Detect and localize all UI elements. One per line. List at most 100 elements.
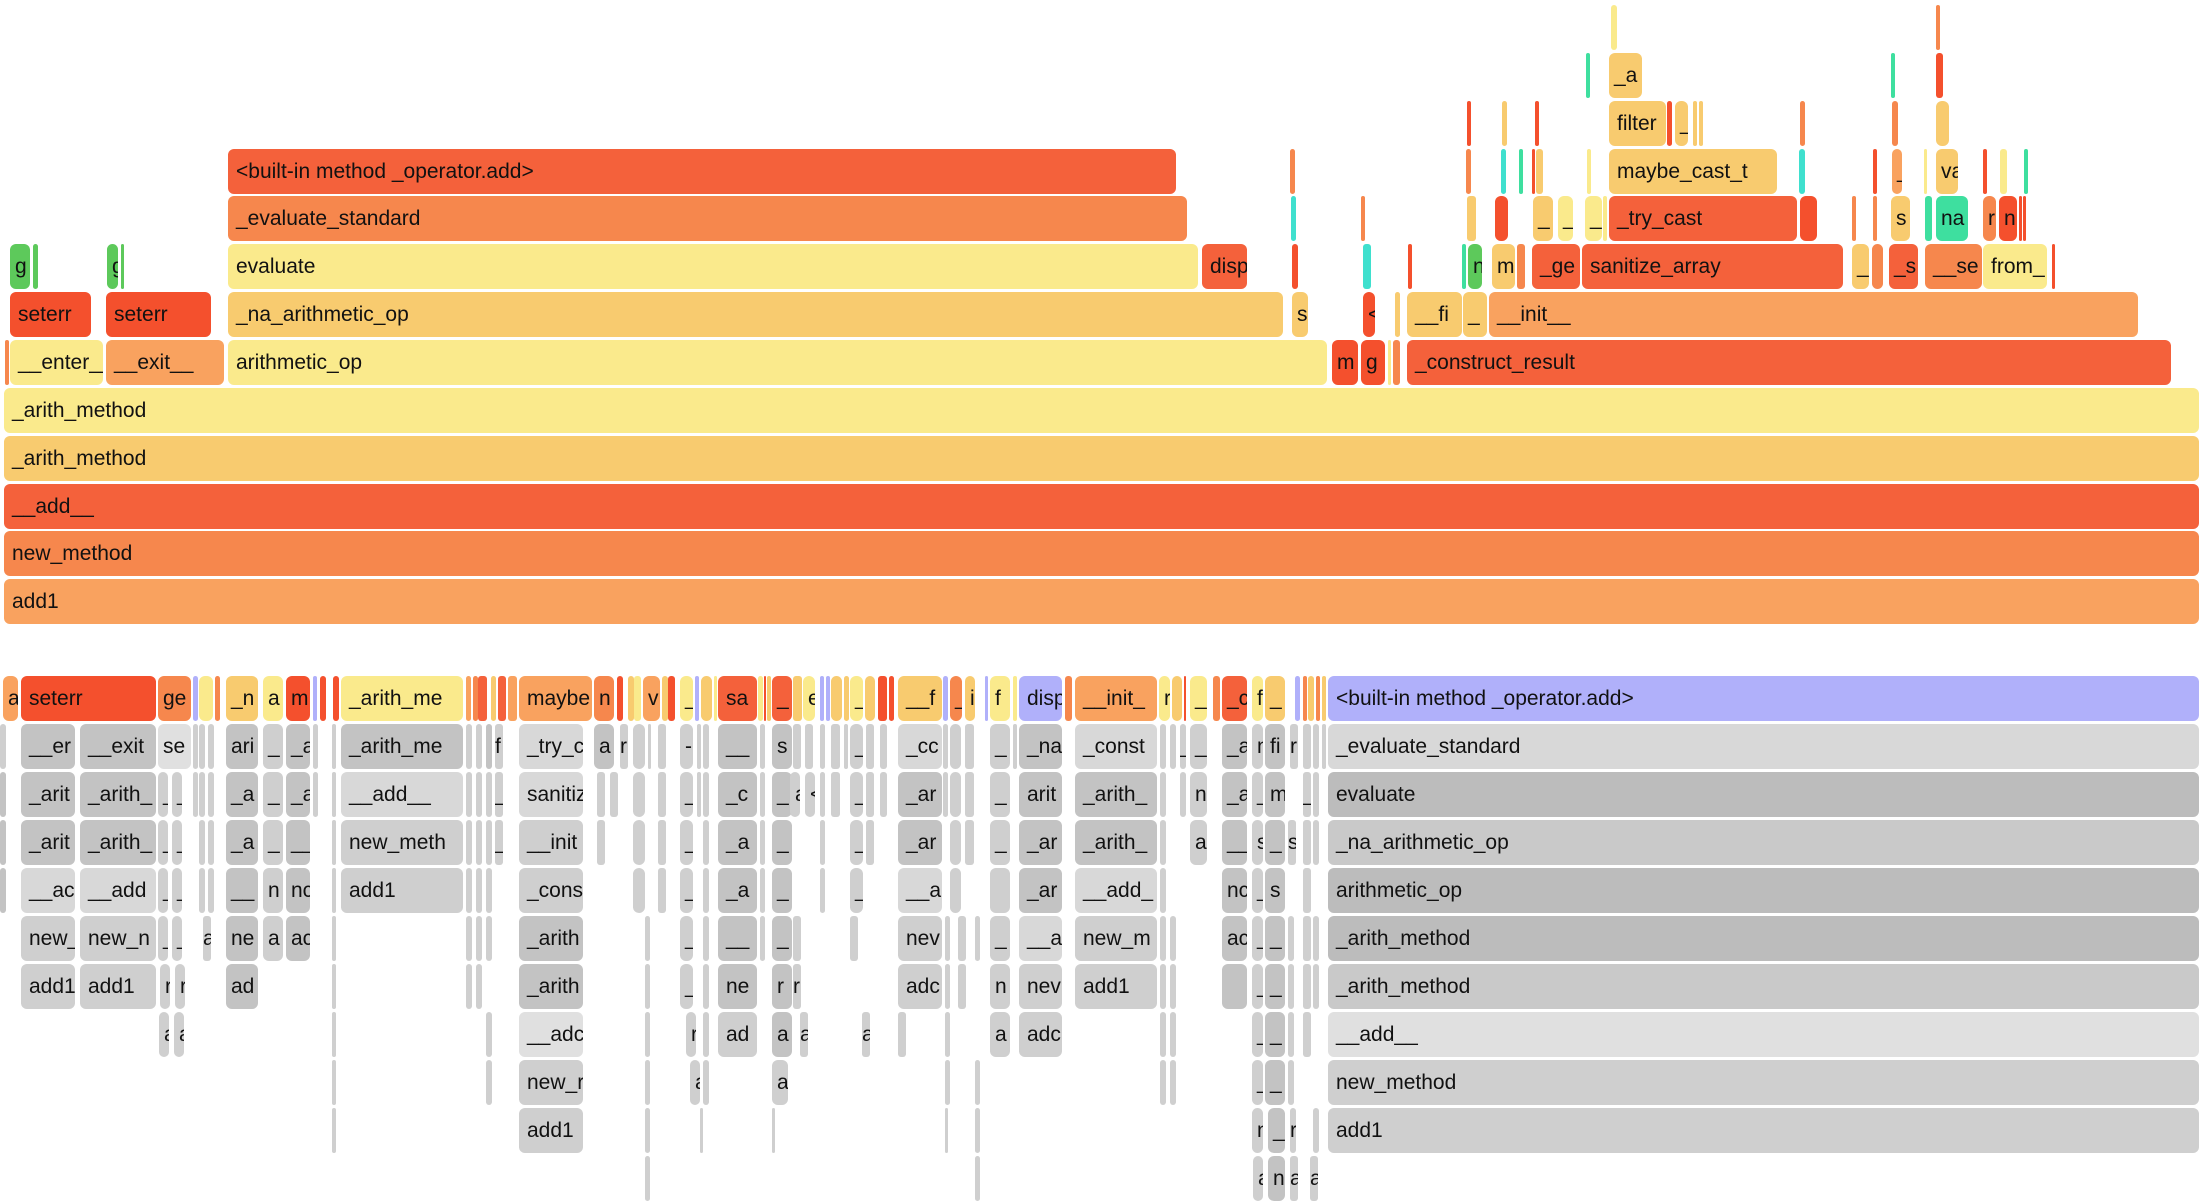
frame-sliver[interactable] <box>950 724 961 769</box>
frame-sliver[interactable] <box>1693 101 1697 146</box>
frame-sliver[interactable] <box>760 868 765 913</box>
frame-a[interactable]: __a <box>898 868 942 913</box>
frame-sliver[interactable]: _ <box>1558 196 1573 241</box>
frame-sliver[interactable] <box>476 772 482 817</box>
frame-sliver[interactable] <box>33 244 38 289</box>
frame-sliver[interactable] <box>1891 53 1895 98</box>
frame-sliver[interactable] <box>1699 101 1703 146</box>
frame-ne[interactable]: ne <box>226 916 258 961</box>
frame-nev[interactable]: nev <box>1019 964 1062 1009</box>
frame-sliver[interactable]: _ <box>850 676 863 721</box>
frame-add1[interactable]: add1 <box>519 1108 583 1153</box>
frame-e[interactable]: e <box>803 676 815 721</box>
frame-sliver[interactable] <box>703 820 709 865</box>
frame-sliver[interactable] <box>633 724 645 769</box>
frame-sliver[interactable] <box>1303 868 1311 913</box>
frame-na[interactable]: _na <box>1019 724 1062 769</box>
frame-sliver[interactable] <box>880 772 887 817</box>
frame-sliver[interactable]: - <box>680 724 693 769</box>
frame-f[interactable]: f <box>990 676 1010 721</box>
frame-sliver[interactable]: _ <box>850 868 863 913</box>
frame-new-r[interactable]: new_r <box>519 1060 583 1105</box>
frame-sliver[interactable] <box>1395 292 1400 337</box>
frame-r[interactable]: r <box>793 964 801 1009</box>
frame-sliver[interactable] <box>1160 772 1166 817</box>
frame-ad[interactable]: ad <box>718 1012 757 1057</box>
frame-disp[interactable]: disp <box>1202 244 1247 289</box>
frame-sliver[interactable] <box>332 1060 336 1105</box>
frame-sliver[interactable] <box>1519 149 1523 194</box>
frame-arit[interactable]: _arit <box>21 772 75 817</box>
frame-maybe-cast-t[interactable]: maybe_cast_t <box>1609 149 1777 194</box>
frame-se[interactable]: __se <box>1925 244 1982 289</box>
frame-sliver[interactable] <box>2000 149 2007 194</box>
frame-sliver[interactable] <box>793 724 801 769</box>
frame-nc[interactable]: nc <box>286 868 310 913</box>
frame-sliver[interactable] <box>1361 196 1365 241</box>
frame-sliver[interactable] <box>990 868 1010 913</box>
frame-r[interactable]: r <box>1159 676 1170 721</box>
frame-add1[interactable]: add1 <box>1328 1108 2199 1153</box>
frame-sliver[interactable] <box>1313 1108 1319 1153</box>
frame-sliver[interactable]: _ <box>172 916 182 961</box>
frame-sliver[interactable] <box>1462 244 1466 289</box>
frame-sliver[interactable]: _ <box>950 676 962 721</box>
frame-sliver[interactable] <box>772 1108 775 1153</box>
frame-sliver[interactable] <box>466 964 472 1009</box>
frame-m[interactable]: m <box>286 676 310 721</box>
frame-a[interactable]: _a <box>1222 724 1247 769</box>
frame-sliver[interactable]: _ <box>850 772 863 817</box>
frame-sliver[interactable]: _ <box>1463 292 1487 337</box>
frame-sliver[interactable] <box>1586 53 1590 98</box>
frame-sliver[interactable]: __ <box>718 916 757 961</box>
frame-s[interactable]: s <box>1288 820 1296 865</box>
frame-sliver[interactable] <box>476 868 482 913</box>
frame-sliver[interactable] <box>1603 196 1607 241</box>
frame-sliver[interactable] <box>508 676 517 721</box>
frame-sliver[interactable]: _ <box>1892 149 1902 194</box>
frame-sliver[interactable]: _ <box>850 724 863 769</box>
frame-sliver[interactable] <box>1467 101 1471 146</box>
frame-arith-method[interactable]: _arith_method <box>4 388 2199 433</box>
frame-sliver[interactable]: _ <box>1265 916 1285 961</box>
frame-init[interactable]: __init_ <box>1075 676 1157 721</box>
frame-evaluate-standard[interactable]: _evaluate_standard <box>1328 724 2199 769</box>
frame-arit[interactable]: arit <box>1019 772 1062 817</box>
frame-sliver[interactable]: _ <box>772 820 792 865</box>
frame-a[interactable]: a <box>263 676 283 721</box>
frame-sliver[interactable]: _ <box>1190 676 1207 721</box>
frame-sliver[interactable] <box>466 820 472 865</box>
frame-sliver[interactable] <box>1393 340 1400 385</box>
frame-sliver[interactable] <box>965 772 974 817</box>
frame-sliver[interactable]: _ <box>1252 772 1263 817</box>
frame-sliver[interactable] <box>1160 868 1166 913</box>
frame-sliver[interactable] <box>476 916 482 961</box>
frame-sliver[interactable] <box>1800 101 1805 146</box>
frame-sliver[interactable] <box>1502 101 1507 146</box>
frame-sliver[interactable] <box>820 724 825 769</box>
frame-sliver[interactable] <box>898 1012 906 1057</box>
frame-r[interactable]: r <box>772 964 792 1009</box>
frame-sliver[interactable] <box>333 676 339 721</box>
frame-sliver[interactable] <box>1408 244 1412 289</box>
frame-sliver[interactable] <box>658 868 666 913</box>
frame-sliver[interactable]: _ <box>772 868 792 913</box>
frame-sliver[interactable] <box>975 1108 980 1153</box>
frame-sliver[interactable]: _ <box>1265 676 1285 721</box>
frame-sliver[interactable]: __ <box>1222 820 1247 865</box>
frame-n[interactable]: n <box>1268 1156 1285 1201</box>
frame-sliver[interactable] <box>597 820 605 865</box>
frame-a[interactable]: a <box>1190 820 1207 865</box>
frame-sliver[interactable] <box>486 868 492 913</box>
frame-g[interactable]: g <box>10 244 30 289</box>
frame-na[interactable]: na <box>1936 196 1968 241</box>
frame-n[interactable]: n <box>1252 724 1263 769</box>
frame-r[interactable]: r <box>1290 724 1298 769</box>
frame-sliver[interactable] <box>703 916 709 961</box>
frame-sliver[interactable] <box>866 772 874 817</box>
frame-a[interactable]: a <box>772 1060 788 1105</box>
frame-sliver[interactable] <box>1180 772 1186 817</box>
frame-sliver[interactable] <box>193 676 198 721</box>
frame-sliver[interactable]: < <box>805 772 815 817</box>
frame-sliver[interactable] <box>760 916 765 961</box>
